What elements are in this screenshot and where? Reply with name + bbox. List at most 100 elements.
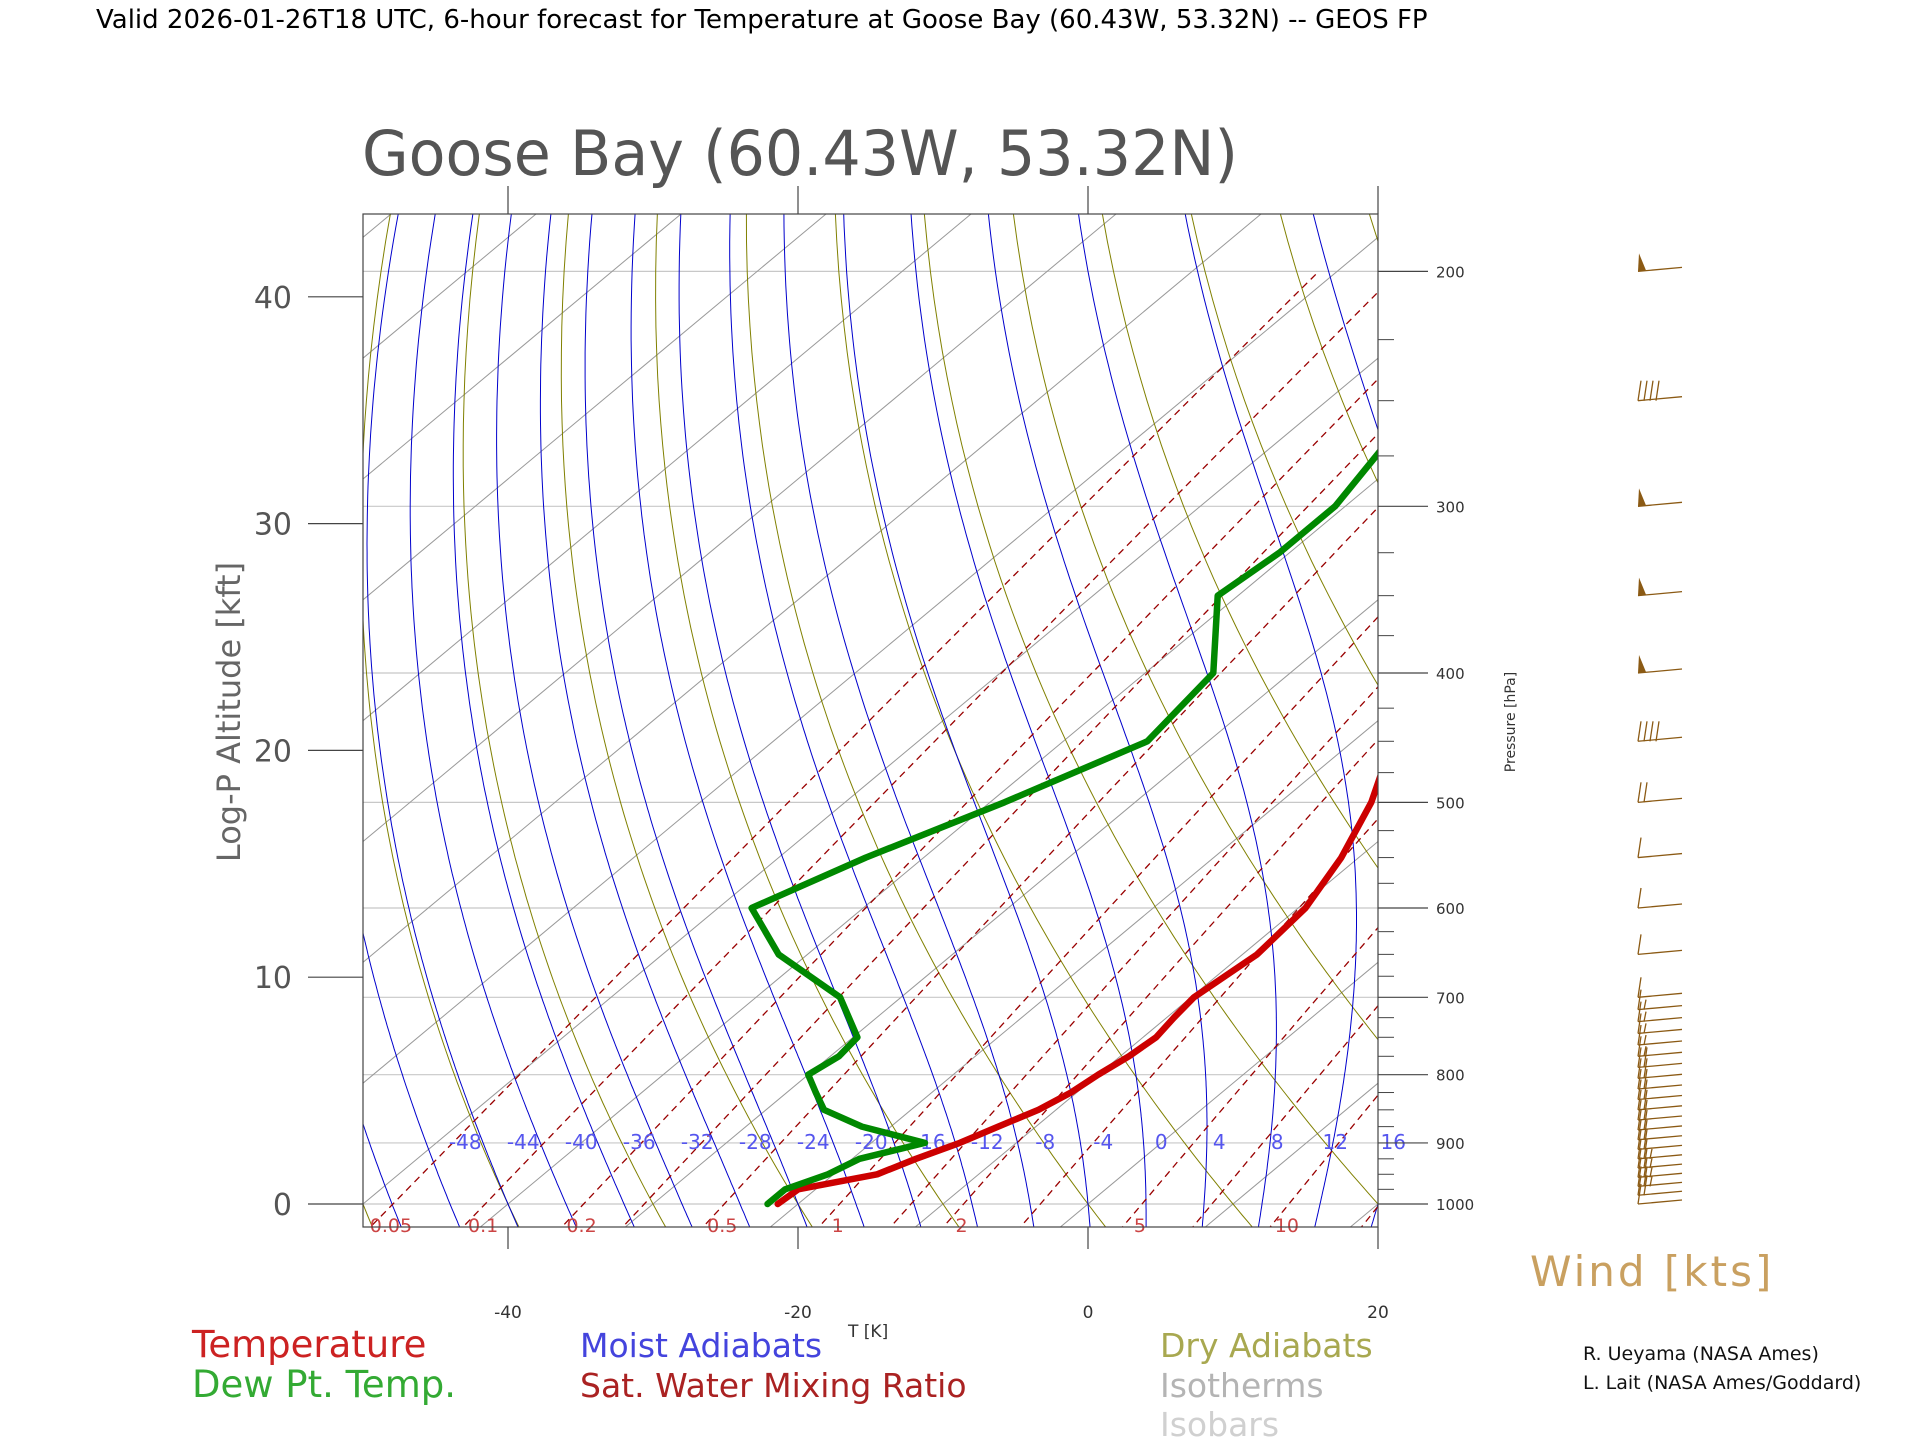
wind-barb <box>1637 887 1683 909</box>
x-tick-label: -20 <box>784 1303 812 1323</box>
wind-barb-shaft <box>1637 1040 1683 1046</box>
wind-barb-full <box>1655 380 1660 401</box>
moist-adiabat-line <box>363 1122 402 1227</box>
wind-barb-shaft <box>1637 1094 1683 1101</box>
wind-barb <box>1637 253 1683 273</box>
mixing-ratio-line <box>1269 1094 1378 1227</box>
pressure-tick-label: 200 <box>1436 263 1465 281</box>
moist-adiabat-label: 4 <box>1213 1130 1226 1154</box>
pressure-tick-label: 900 <box>1436 1135 1465 1153</box>
pressure-tick-label: 800 <box>1436 1067 1465 1085</box>
isotherm-line <box>0 105 377 1260</box>
moist-adiabat-label: -4 <box>1093 1130 1113 1154</box>
isotherm-line <box>363 214 392 238</box>
isotherm-line <box>363 214 682 480</box>
mixing-ratio-line <box>1019 817 1378 1227</box>
wind-barb-full <box>1637 1047 1642 1068</box>
wind-barb-shaft <box>1637 396 1683 402</box>
x-tick-label: -40 <box>494 1303 522 1323</box>
y-tick-label: 10 <box>254 961 292 996</box>
x-tick-label: 20 <box>1367 1303 1389 1323</box>
legend-temperature: Temperature <box>191 1323 426 1366</box>
isotherm-line <box>363 214 1262 963</box>
mixing-ratio-line <box>1121 926 1378 1227</box>
isotherm-line <box>1457 105 1920 1260</box>
wind-barb-shaft <box>1637 668 1683 674</box>
moist-adiabat-line <box>1312 214 1378 1227</box>
wind-barb <box>1637 1183 1683 1205</box>
wind-barb <box>1637 989 1683 1011</box>
wind-barb-shaft <box>1637 591 1683 597</box>
wind-barb <box>1637 1013 1683 1035</box>
wind-barb <box>1637 1058 1683 1079</box>
wind-barb-full <box>1643 1079 1648 1100</box>
y-tick-label: 0 <box>273 1188 292 1223</box>
wind-barb <box>1637 488 1683 507</box>
wind-barb-shaft <box>1637 1004 1683 1011</box>
wind-barb-shaft <box>1637 949 1683 956</box>
wind-barb-full <box>1643 1099 1648 1121</box>
wind-barb-full <box>1649 380 1654 401</box>
isotherm-line <box>0 105 87 1260</box>
pressure-tick-label: 500 <box>1436 794 1465 812</box>
wind-barb-full <box>1637 989 1642 1010</box>
y-tick-label: 30 <box>254 508 292 543</box>
wind-barb-half <box>1643 1023 1647 1034</box>
wind-barb-shaft <box>1637 1135 1683 1141</box>
dry-adiabat-line <box>462 214 667 1227</box>
mixing-ratio-line <box>462 291 1378 1227</box>
wind-barb-shaft <box>1637 1190 1683 1196</box>
wind-barb-full <box>1637 1068 1642 1090</box>
wind-barb-pennant <box>1638 488 1646 507</box>
mixing-ratio-label: 0.05 <box>370 1215 412 1237</box>
moist-adiabat-label: -48 <box>449 1130 482 1154</box>
moist-adiabat-line <box>452 214 635 1227</box>
wind-barb-full <box>1643 1089 1648 1110</box>
isotherm-line <box>1349 1203 1378 1227</box>
wind-barb <box>1637 721 1683 742</box>
dry-adiabat-line <box>1593 105 1920 1260</box>
moist-adiabat-label: -28 <box>739 1130 772 1154</box>
mixing-ratio-line <box>1192 1004 1378 1227</box>
mixing-ratio-label: 0.5 <box>707 1215 737 1237</box>
wind-barb-shaft <box>1637 1051 1683 1057</box>
isotherm-line <box>914 840 1378 1227</box>
wind-barb-pennant <box>1638 577 1646 596</box>
wind-barb-shaft <box>1637 1062 1683 1069</box>
dry-adiabat-line <box>560 214 813 1227</box>
legend-mixing-ratio: Sat. Water Mixing Ratio <box>580 1366 967 1405</box>
isotherm-line <box>0 105 232 1260</box>
legend-dewpoint: Dew Pt. Temp. <box>192 1363 456 1406</box>
mixing-ratio-label: 0.1 <box>468 1215 498 1237</box>
wind-barb-shaft <box>1637 1144 1683 1150</box>
dry-adiabat-line <box>923 214 1378 1205</box>
wind-barb <box>1637 577 1683 597</box>
dry-adiabat-line <box>1190 214 1378 687</box>
wind-barb-shaft <box>1637 1163 1683 1169</box>
isotherm-line <box>363 236 1378 1084</box>
y-tick-label: 20 <box>254 734 292 769</box>
moist-adiabat-line <box>539 214 751 1227</box>
legend-isobars: Isobars <box>1160 1405 1279 1440</box>
mixing-ratio-lines <box>369 270 1378 1227</box>
moist-adiabat-line <box>910 214 1147 1227</box>
moist-adiabat-line <box>729 214 978 1227</box>
moist-adiabat-line <box>584 214 808 1227</box>
moist-adiabat-line <box>1078 214 1277 1227</box>
x-tick-label: 0 <box>1083 1303 1094 1323</box>
moist-adiabat-line <box>366 214 519 1227</box>
moist-adiabat-line <box>496 214 693 1227</box>
moist-adiabat-label: -32 <box>681 1130 714 1154</box>
wind-barb-half <box>1643 999 1647 1010</box>
y-axis-left: 0 10 20 30 40 <box>254 281 363 1223</box>
wind-label: Wind [kts] <box>1530 1247 1774 1296</box>
wind-barb-shaft <box>1637 1199 1683 1205</box>
isotherm-line <box>1747 105 1920 1260</box>
wind-barb <box>1637 1047 1683 1069</box>
wind-barb <box>1637 934 1683 956</box>
wind-barb <box>1637 1001 1683 1023</box>
y-axis-label: Log-P Altitude [kft] <box>210 562 248 862</box>
moist-adiabat-line <box>1583 105 1920 1260</box>
isotherm-line <box>769 720 1378 1227</box>
